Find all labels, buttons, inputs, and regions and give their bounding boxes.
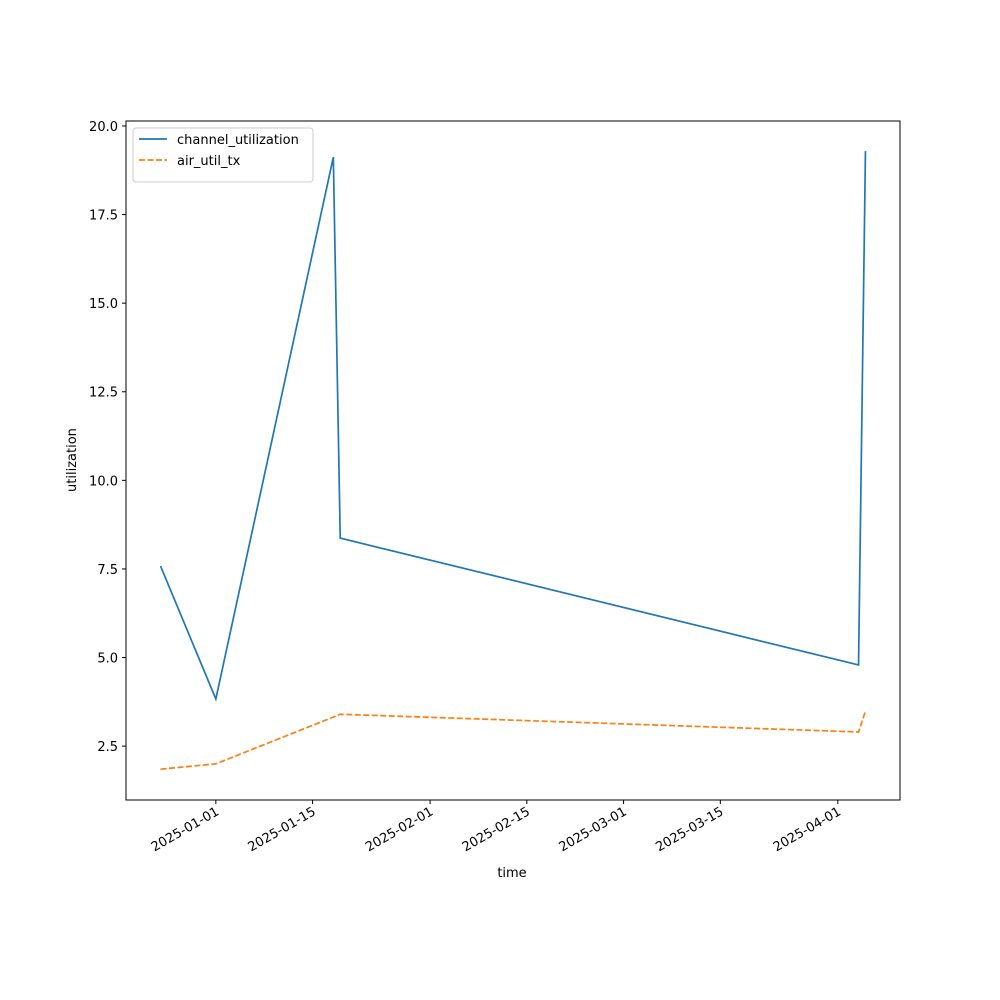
y-tick-label: 12.5	[89, 386, 118, 401]
x-tick-label: 2025-03-01	[557, 804, 630, 855]
x-tick-label: 2025-02-01	[363, 804, 436, 855]
y-tick-label: 15.0	[89, 297, 118, 312]
x-tick-label: 2025-01-15	[246, 804, 319, 855]
line-series	[159, 151, 867, 702]
plot-frame	[125, 120, 901, 801]
y-tick-label: 7.5	[97, 563, 118, 578]
y-tick-label: 10.0	[89, 474, 118, 489]
y-tick-label: 20.0	[89, 120, 118, 135]
x-axis-label: time	[497, 866, 526, 881]
y-tick-label: 2.5	[97, 740, 118, 755]
x-tick-label: 2025-04-01	[771, 804, 844, 855]
y-axis-label: utilization	[65, 428, 80, 492]
legend-label: channel_utilization	[177, 133, 299, 148]
x-tick-label: 2025-02-15	[460, 804, 533, 855]
y-tick-label: 17.5	[89, 209, 118, 224]
y-tick-label: 5.0	[97, 652, 118, 667]
legend-label: air_util_tx	[177, 154, 241, 169]
x-tick-label: 2025-03-15	[653, 804, 726, 855]
line-series	[160, 710, 867, 771]
x-tick-label: 2025-01-01	[149, 804, 222, 855]
legend-box	[132, 127, 314, 183]
